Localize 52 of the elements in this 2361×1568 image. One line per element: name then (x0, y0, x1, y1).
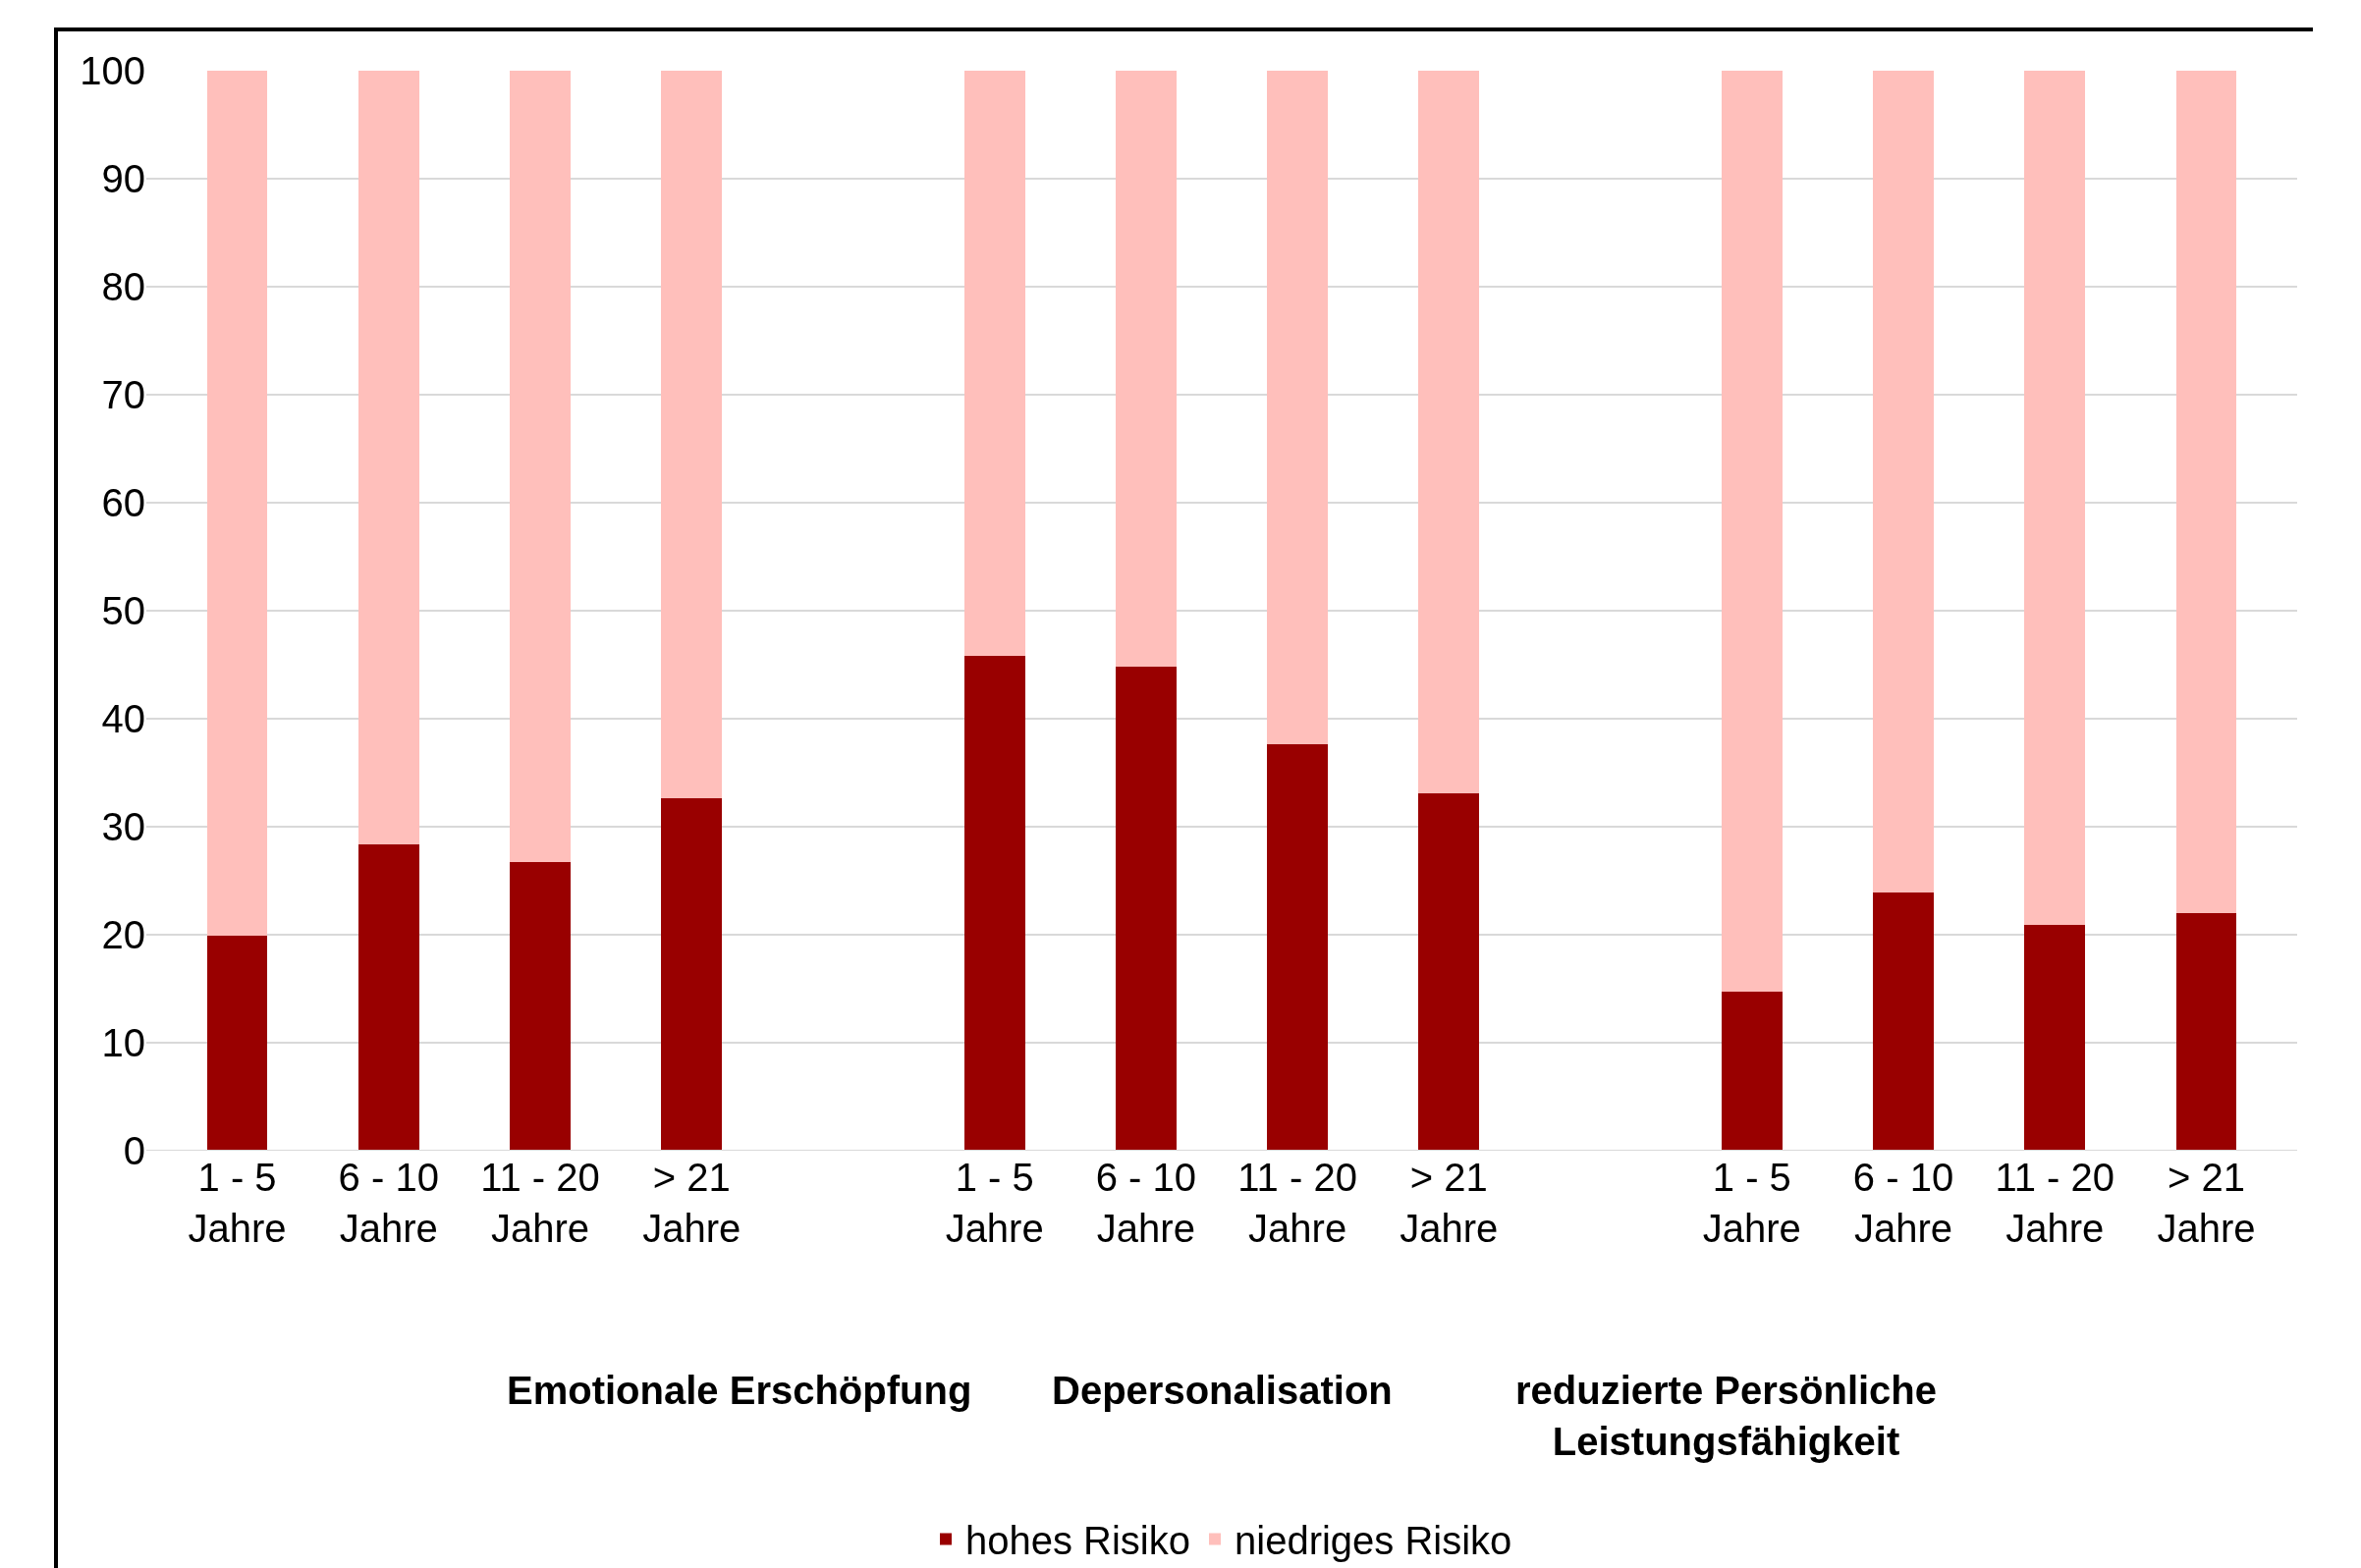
bar (2175, 71, 2237, 913)
y-tick-label: 80 (101, 265, 145, 308)
y-tick-label: 70 (101, 373, 145, 416)
text: reduzierte Persönliche Leistungsfähigkeit (1515, 1369, 1938, 1463)
y-tick-label: 60 (101, 481, 145, 524)
bar (510, 862, 571, 1151)
y-tick-label: 50 (101, 589, 145, 632)
bar (206, 71, 268, 937)
bar (357, 71, 419, 844)
bar (510, 71, 571, 863)
legend-label: hohes Risiko (965, 1519, 1191, 1563)
bar (1721, 992, 1783, 1151)
x-tick-label: 6 - 10 Jahre (1852, 1156, 1954, 1250)
x-tick-label: 1 - 5 Jahre (188, 1156, 287, 1250)
x-tick-label: 1 - 5 Jahre (1702, 1156, 1801, 1250)
x-tick-label: > 21 Jahre (642, 1156, 741, 1250)
bar (1116, 71, 1177, 668)
bar (2175, 913, 2237, 1151)
legend-label: niedriges Risiko (1235, 1519, 1512, 1563)
bar (963, 656, 1025, 1151)
bar (1267, 71, 1328, 745)
bar (963, 71, 1025, 657)
bar (661, 798, 723, 1151)
y-tick-label: 30 (101, 805, 145, 848)
x-tick-label: 1 - 5 Jahre (945, 1156, 1044, 1250)
bar (1116, 667, 1177, 1151)
bar (1267, 744, 1328, 1151)
bar (661, 71, 723, 799)
y-tick-label: 20 (101, 913, 145, 956)
bar (357, 843, 419, 1151)
x-tick-label: 11 - 20 Jahre (1995, 1156, 2115, 1250)
y-tick-label: 100 (80, 49, 145, 92)
bar (1418, 71, 1480, 793)
y-tick-label: 90 (101, 157, 145, 200)
bar (1721, 71, 1783, 993)
bar (1418, 792, 1480, 1151)
bar (2024, 925, 2086, 1151)
bar (1873, 892, 1934, 1151)
y-tick-label: 40 (101, 697, 145, 740)
y-tick-label: 10 (101, 1021, 145, 1064)
x-tick-label: > 21 Jahre (1400, 1156, 1499, 1250)
x-tick-label: > 21 Jahre (2157, 1156, 2256, 1250)
bar (1873, 71, 1934, 893)
text: Depersonalisation (1052, 1369, 1393, 1412)
text: Emotionale Erschöpfung (507, 1369, 972, 1412)
bar (2024, 71, 2086, 926)
bar (206, 936, 268, 1151)
x-tick-label: 11 - 20 Jahre (1237, 1156, 1357, 1250)
x-tick-label: 6 - 10 Jahre (1095, 1156, 1197, 1250)
x-tick-label: 11 - 20 Jahre (480, 1156, 600, 1250)
y-tick-label: 0 (123, 1129, 145, 1172)
x-tick-label: 6 - 10 Jahre (338, 1156, 439, 1250)
